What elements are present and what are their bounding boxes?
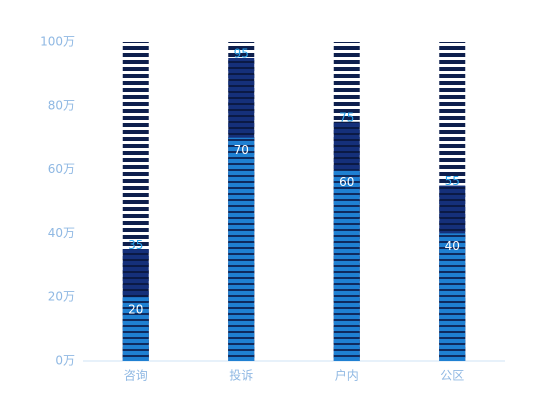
value-label: 60 xyxy=(339,175,354,189)
y-tick-label: 0万 xyxy=(55,354,75,368)
value-label: 40 xyxy=(445,239,460,253)
bar xyxy=(439,233,466,361)
value-label: 95 xyxy=(234,46,249,60)
value-label: 20 xyxy=(128,303,143,317)
y-tick-label: 20万 xyxy=(48,290,75,304)
bar xyxy=(228,137,255,361)
x-tick-label: 投诉 xyxy=(229,368,253,383)
value-label: 35 xyxy=(128,238,143,252)
y-tick-label: 40万 xyxy=(48,226,75,240)
value-label: 70 xyxy=(234,143,249,157)
y-tick-label: 100万 xyxy=(40,35,75,49)
x-tick-label: 户内 xyxy=(335,368,359,383)
value-label: 75 xyxy=(339,110,354,124)
bar xyxy=(333,169,360,361)
y-tick-label: 60万 xyxy=(48,162,75,176)
y-tick-label: 80万 xyxy=(48,98,75,112)
value-label: 55 xyxy=(445,174,460,188)
bar xyxy=(122,297,149,361)
x-tick-label: 公区 xyxy=(440,369,464,383)
x-tick-label: 咨询 xyxy=(124,368,148,383)
